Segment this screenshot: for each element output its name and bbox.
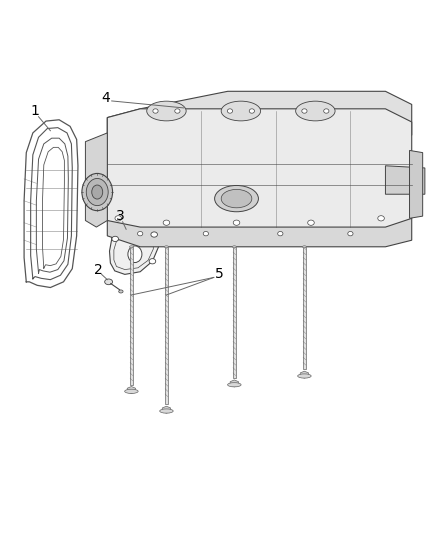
Ellipse shape: [105, 279, 113, 285]
Ellipse shape: [278, 231, 283, 236]
Ellipse shape: [151, 232, 157, 237]
Polygon shape: [385, 166, 425, 194]
Ellipse shape: [348, 231, 353, 236]
Polygon shape: [85, 133, 107, 227]
Ellipse shape: [227, 109, 233, 113]
Ellipse shape: [221, 101, 261, 121]
Ellipse shape: [115, 216, 121, 221]
Ellipse shape: [149, 259, 155, 264]
Polygon shape: [107, 91, 412, 144]
Ellipse shape: [203, 231, 208, 236]
Polygon shape: [107, 205, 412, 247]
Ellipse shape: [307, 220, 314, 225]
Polygon shape: [230, 380, 239, 387]
Ellipse shape: [378, 216, 385, 221]
Ellipse shape: [112, 236, 118, 241]
Ellipse shape: [324, 109, 329, 113]
Ellipse shape: [175, 109, 180, 113]
Text: 1: 1: [31, 104, 39, 118]
Ellipse shape: [92, 185, 102, 199]
Bar: [165, 247, 168, 405]
Ellipse shape: [232, 246, 237, 248]
Ellipse shape: [130, 246, 133, 248]
Ellipse shape: [163, 220, 170, 225]
Polygon shape: [162, 406, 171, 413]
Ellipse shape: [147, 101, 186, 121]
Polygon shape: [127, 386, 136, 393]
Text: 4: 4: [102, 91, 110, 105]
Ellipse shape: [82, 173, 113, 211]
Bar: [303, 247, 306, 369]
Text: 2: 2: [94, 263, 103, 277]
Polygon shape: [110, 226, 159, 274]
Ellipse shape: [128, 246, 142, 263]
Ellipse shape: [138, 231, 143, 236]
Bar: [130, 247, 133, 385]
Ellipse shape: [125, 389, 138, 393]
Ellipse shape: [153, 109, 158, 113]
Ellipse shape: [215, 185, 258, 212]
Ellipse shape: [298, 374, 311, 378]
Ellipse shape: [296, 101, 335, 121]
Ellipse shape: [119, 290, 123, 293]
Text: 3: 3: [116, 209, 125, 223]
Ellipse shape: [221, 189, 252, 208]
Polygon shape: [300, 371, 309, 378]
Ellipse shape: [160, 409, 173, 413]
Ellipse shape: [86, 179, 108, 206]
Ellipse shape: [228, 383, 241, 387]
Ellipse shape: [164, 246, 168, 248]
Bar: [233, 247, 236, 378]
Ellipse shape: [233, 220, 240, 225]
Ellipse shape: [302, 246, 306, 248]
Ellipse shape: [249, 109, 254, 113]
Polygon shape: [107, 109, 412, 227]
Polygon shape: [410, 150, 423, 219]
Text: 5: 5: [215, 268, 223, 281]
Ellipse shape: [302, 109, 307, 113]
